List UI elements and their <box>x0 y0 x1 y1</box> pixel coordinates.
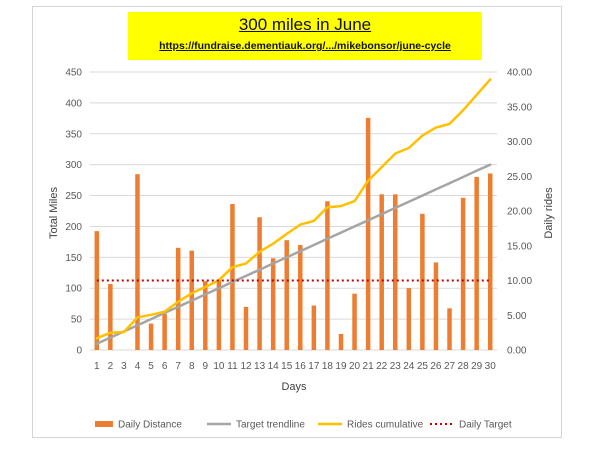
y-left-tick-label: 150 <box>65 253 82 264</box>
y-right-tick-label: 25.00 <box>507 172 532 183</box>
y-right-tick-label: 40.00 <box>507 68 532 79</box>
x-tick-label: 20 <box>349 361 361 372</box>
bar-daily-distance <box>460 197 466 350</box>
bar-daily-distance <box>352 293 357 350</box>
x-tick-label: 19 <box>335 361 347 372</box>
y-axis-left-label: Total Miles <box>48 187 60 239</box>
bar-daily-distance <box>108 283 113 350</box>
x-tick-label: 25 <box>417 361 429 372</box>
x-tick-label: 28 <box>458 361 470 372</box>
legend-label-rides-cumulative: Rides cumulative <box>347 420 424 431</box>
bar-daily-distance <box>379 194 384 350</box>
series-line-rides-cumulative <box>95 78 492 340</box>
x-tick-label: 12 <box>240 361 252 372</box>
bar-daily-distance <box>420 213 425 350</box>
x-tick-label: 8 <box>189 361 195 372</box>
x-tick-label: 21 <box>363 361 375 372</box>
x-tick-label: 11 <box>227 361 238 372</box>
bar-daily-distance <box>148 323 154 350</box>
y-left-tick-label: 350 <box>65 129 82 140</box>
x-tick-label: 30 <box>485 361 497 372</box>
x-tick-label: 2 <box>108 361 114 372</box>
bar-daily-distance <box>203 281 208 350</box>
y-left-tick-label: 200 <box>65 222 82 233</box>
bar-daily-distance <box>94 231 100 350</box>
y-right-tick-label: 5.00 <box>507 311 527 322</box>
x-tick-label: 14 <box>268 361 280 372</box>
x-tick-label: 6 <box>162 361 168 372</box>
y-left-tick-label: 0 <box>76 346 82 357</box>
bar-daily-distance <box>393 194 398 350</box>
bar-daily-distance <box>365 117 371 351</box>
legend-label-target-trendline: Target trendline <box>236 420 305 431</box>
y-right-tick-label: 20.00 <box>507 207 532 218</box>
x-tick-label: 23 <box>390 361 402 372</box>
bar-daily-distance <box>447 308 452 350</box>
bar-daily-distance <box>243 306 249 350</box>
bar-daily-distance <box>284 240 289 350</box>
x-tick-label: 24 <box>403 361 415 372</box>
x-tick-label: 26 <box>430 361 442 372</box>
bar-daily-distance <box>433 262 439 350</box>
bar-daily-distance <box>270 258 276 350</box>
bar-daily-distance <box>175 247 181 350</box>
x-tick-label: 15 <box>281 361 293 372</box>
x-tick-label: 16 <box>295 361 307 372</box>
x-tick-label: 22 <box>376 361 388 372</box>
y-left-tick-label: 100 <box>65 284 82 295</box>
x-tick-label: 7 <box>175 361 181 372</box>
bar-daily-distance <box>135 174 140 350</box>
y-left-tick-label: 250 <box>65 191 82 202</box>
y-left-tick-label: 400 <box>65 98 82 109</box>
x-tick-label: 18 <box>322 361 334 372</box>
x-tick-label: 4 <box>135 361 141 372</box>
legend-label-daily-distance: Daily Distance <box>118 420 182 431</box>
y-right-tick-label: 15.00 <box>507 241 532 252</box>
bar-daily-distance <box>311 305 317 350</box>
series-line-target-trendline <box>95 163 492 346</box>
bar-daily-distance <box>216 279 222 350</box>
chart-frame <box>32 6 562 438</box>
bar-daily-distance <box>162 313 167 350</box>
y-right-tick-label: 10.00 <box>507 276 532 287</box>
y-right-tick-label: 35.00 <box>507 102 532 113</box>
bar-daily-distance <box>325 201 330 350</box>
x-tick-label: 5 <box>148 361 154 372</box>
x-axis-label: Days <box>281 381 307 393</box>
title-box: 300 miles in June https://fundraise.deme… <box>128 12 482 60</box>
x-tick-label: 10 <box>213 361 225 372</box>
x-tick-label: 1 <box>94 361 100 372</box>
x-tick-label: 27 <box>444 361 456 372</box>
x-tick-label: 29 <box>471 361 483 372</box>
x-tick-label: 3 <box>121 361 127 372</box>
legend-swatch-daily-distance <box>95 421 113 427</box>
bar-daily-distance <box>487 173 493 350</box>
y-right-tick-label: 30.00 <box>507 137 532 148</box>
y-right-tick-label: 0.00 <box>507 346 527 357</box>
y-left-tick-label: 50 <box>71 315 83 326</box>
bar-daily-distance <box>298 245 303 350</box>
y-left-tick-label: 450 <box>65 68 82 79</box>
y-left-tick-label: 300 <box>65 160 82 171</box>
y-axis-right-label: Daily rides <box>543 187 555 239</box>
bar-daily-distance <box>474 176 479 350</box>
bar-daily-distance <box>338 334 344 350</box>
x-tick-label: 17 <box>308 361 320 372</box>
chart-subtitle: https://fundraise.dementiauk.org/.../mik… <box>159 40 451 52</box>
x-tick-label: 13 <box>254 361 266 372</box>
bar-daily-distance <box>230 204 235 350</box>
legend-label-daily-target: Daily Target <box>459 420 512 431</box>
chart-title: 300 miles in June <box>238 15 372 34</box>
bar-daily-distance <box>406 288 412 350</box>
x-tick-label: 9 <box>203 361 209 372</box>
bar-daily-distance <box>257 217 262 350</box>
